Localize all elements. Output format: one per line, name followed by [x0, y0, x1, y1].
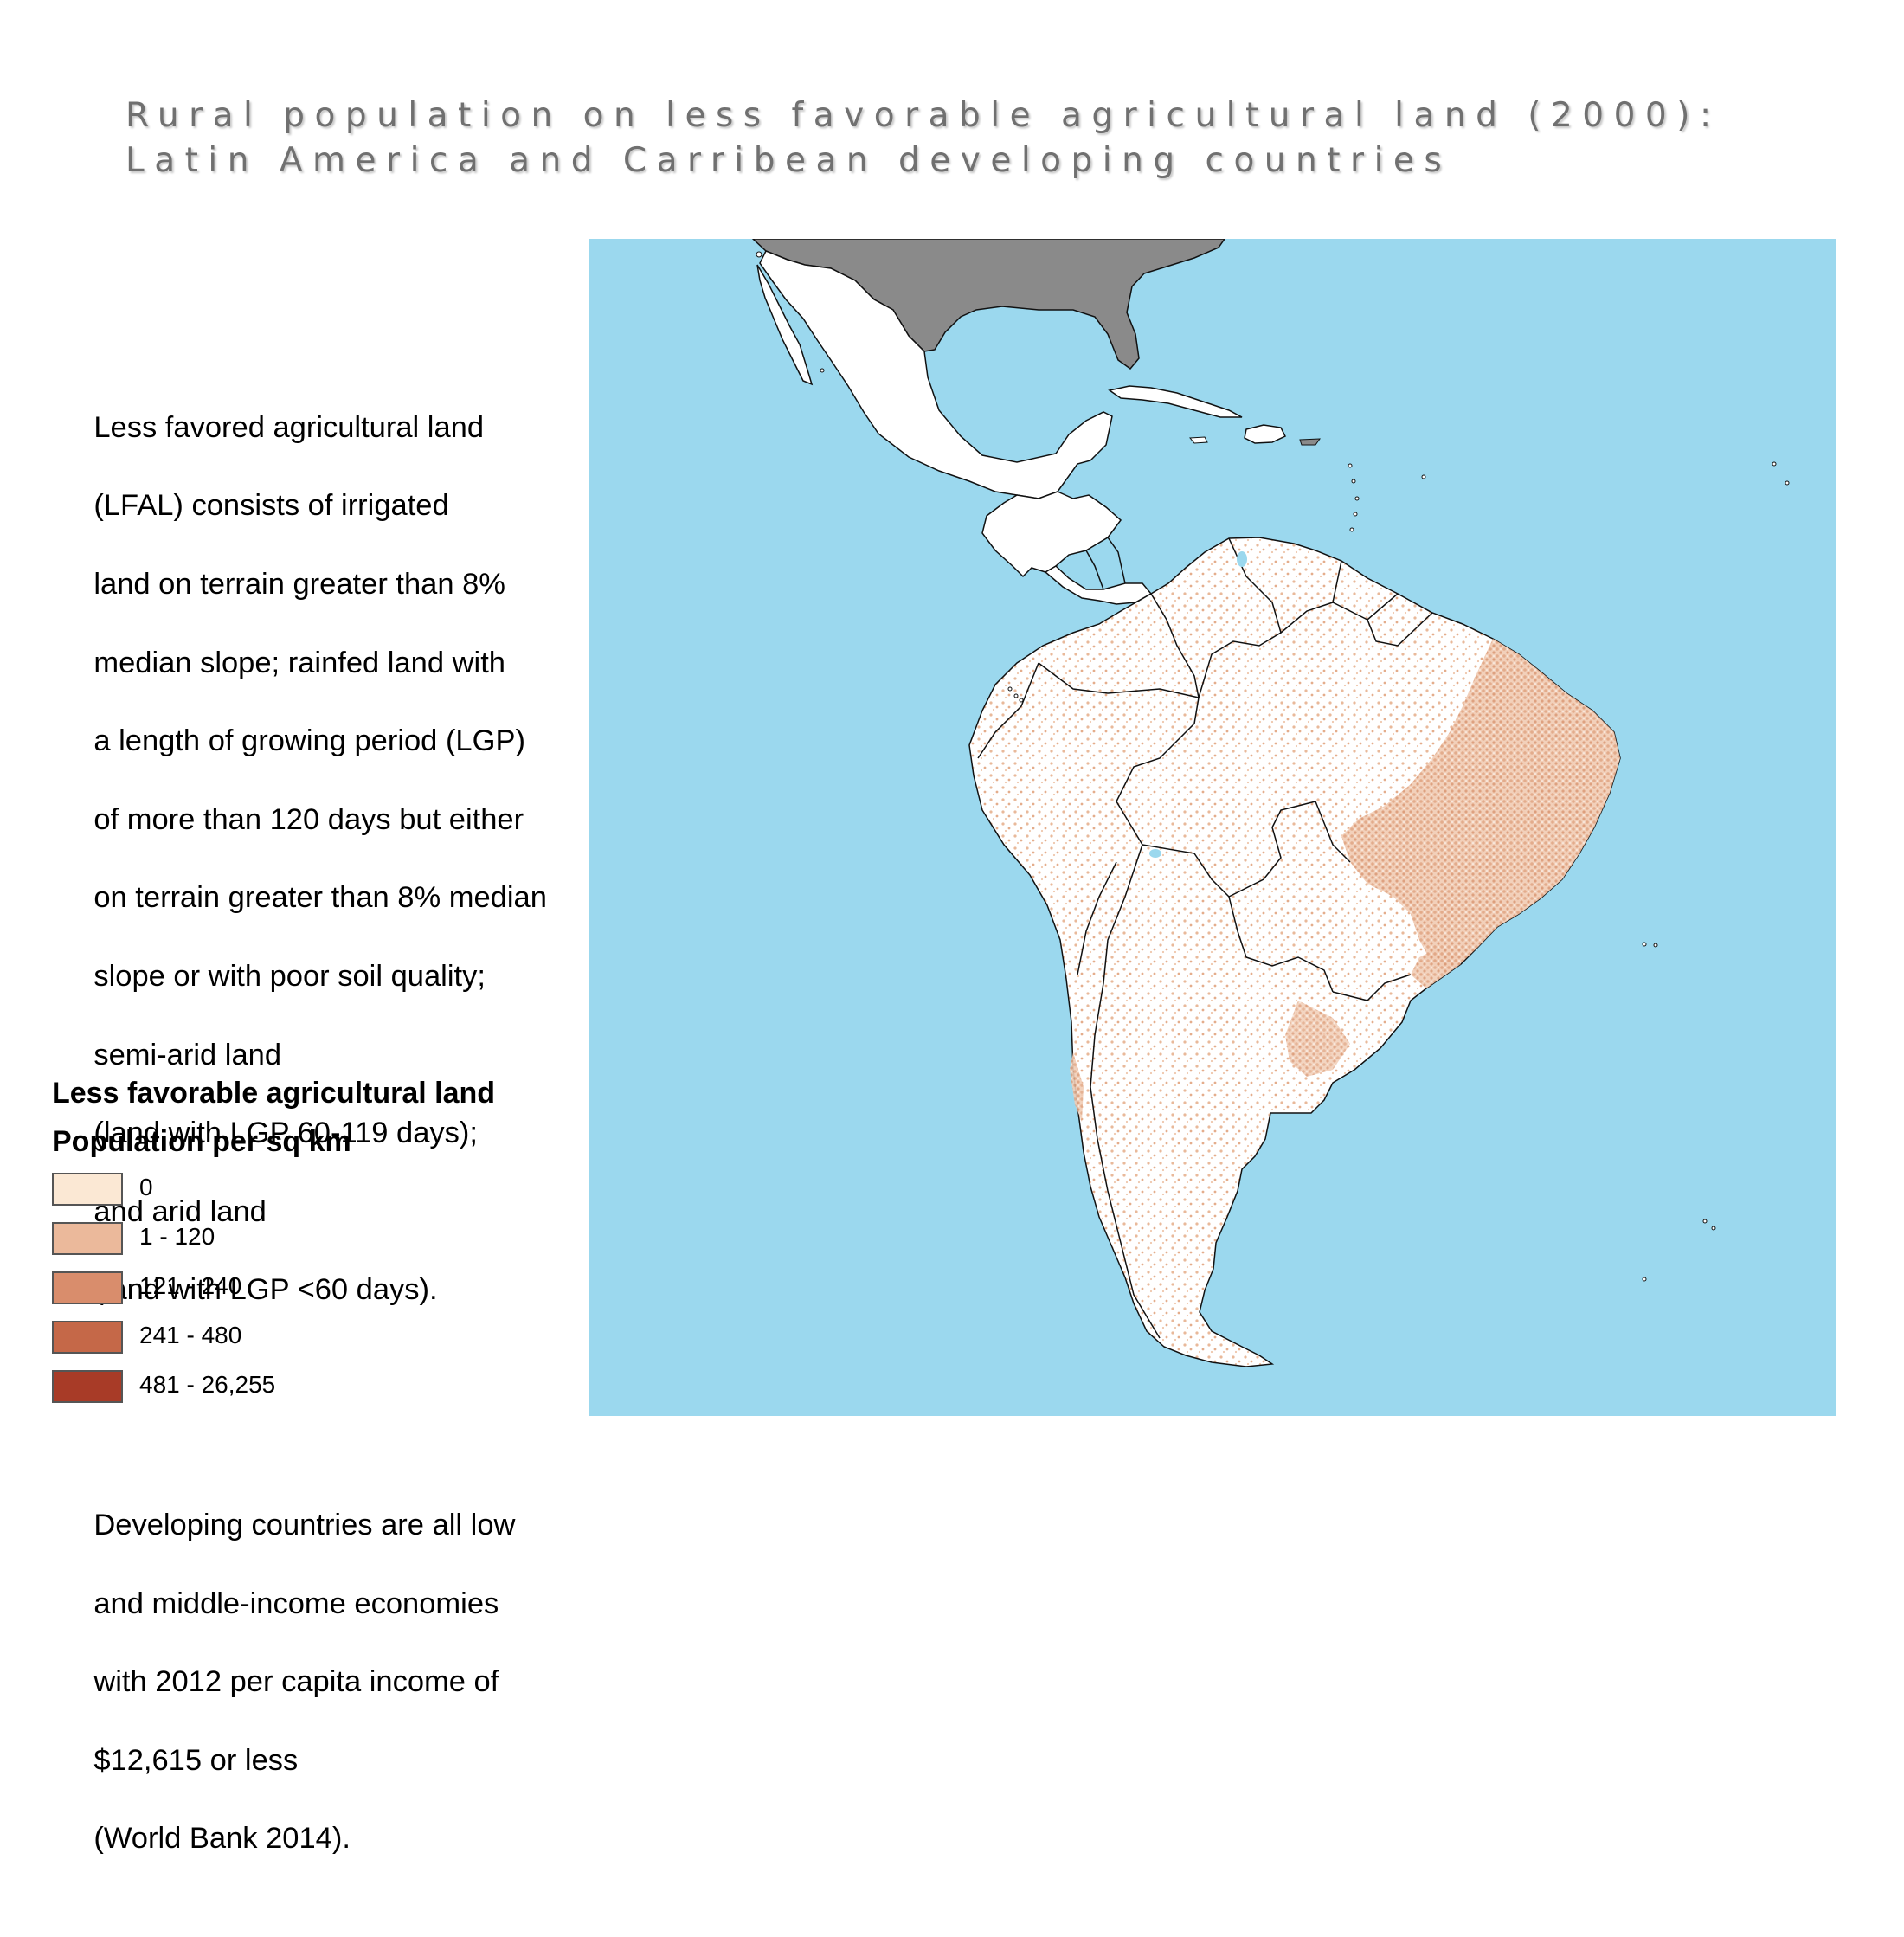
jamaica — [1188, 436, 1208, 444]
description-line: slope or with poor soil quality; — [93, 960, 486, 994]
description-line: (LFAL) consists of irrigated — [93, 489, 449, 523]
legend-label: 1 - 120 — [139, 1223, 215, 1250]
legend-item: 0 — [52, 1173, 398, 1209]
description-text: Less favored agricultural land (LFAL) co… — [61, 291, 589, 1937]
legend-item: 1 - 120 — [52, 1222, 398, 1258]
description-line: land on terrain greater than 8% — [93, 568, 505, 602]
dense-area-chile — [1070, 1052, 1084, 1122]
description-paragraph-2: Developing countries are all low and mid… — [61, 1467, 589, 1898]
legend-swatch — [52, 1222, 123, 1255]
mexico-landmass — [759, 250, 1113, 499]
map-title: Rural population on less favorable agric… — [125, 93, 1770, 183]
description-line: (land with LGP 60-119 days); — [93, 1117, 478, 1150]
legend-subtitle: Population per sq km — [52, 1125, 351, 1158]
description-line: Developing countries are all low — [93, 1508, 516, 1541]
description-line: semi-arid land — [93, 1038, 282, 1071]
legend-label: 241 - 480 — [139, 1322, 242, 1348]
cuba — [1108, 385, 1243, 418]
map-title-line-1: Rural population on less favorable agric… — [125, 96, 1721, 135]
baja-california — [756, 264, 814, 386]
lake-titicaca — [1149, 849, 1161, 858]
description-line: on terrain greater than 8% median — [93, 881, 547, 915]
panama-costa-rica — [1044, 565, 1153, 605]
lake-maracaibo — [1237, 551, 1247, 567]
legend-swatch — [52, 1271, 123, 1304]
dense-area-argentina — [1285, 1001, 1350, 1077]
country-borders — [977, 537, 1433, 1339]
description-line: $12,615 or less — [93, 1743, 299, 1777]
description-line: a length of growing period (LGP) — [93, 724, 525, 758]
central-america — [981, 491, 1122, 578]
legend-item: 481 - 26,255 — [52, 1370, 398, 1406]
dense-area-brazil — [1341, 639, 1620, 973]
legend-swatch — [52, 1173, 123, 1206]
description-line: (World Bank 2014). — [93, 1822, 351, 1856]
puerto-rico — [1299, 438, 1322, 446]
dense-area-uruguay — [1411, 949, 1461, 988]
description-line: with 2012 per capita income of — [93, 1665, 499, 1699]
description-line: Less favored agricultural land — [93, 410, 485, 444]
map-svg — [751, 239, 1790, 1367]
legend-item: 121 - 240 — [52, 1271, 398, 1308]
description-line: median slope; rainfed land with — [93, 646, 505, 679]
legend-swatch — [52, 1321, 123, 1354]
legend-label: 121 - 240 — [139, 1272, 242, 1299]
description-line: and middle-income economies — [93, 1586, 499, 1620]
description-line: of more than 120 days but either — [93, 802, 524, 836]
legend-item: 241 - 480 — [52, 1321, 398, 1357]
legend-label: 0 — [139, 1174, 153, 1200]
legend-swatch — [52, 1370, 123, 1403]
map-title-line-2: Latin America and Carribean developing c… — [125, 141, 1452, 180]
map-frame[interactable] — [589, 239, 1836, 1416]
legend-label: 481 - 26,255 — [139, 1371, 276, 1398]
legend-title: Less favorable agricultural land — [52, 1077, 496, 1110]
description-paragraph-1: Less favored agricultural land (LFAL) co… — [61, 370, 589, 1349]
small-islands — [756, 251, 1790, 1282]
hispaniola — [1244, 424, 1287, 444]
